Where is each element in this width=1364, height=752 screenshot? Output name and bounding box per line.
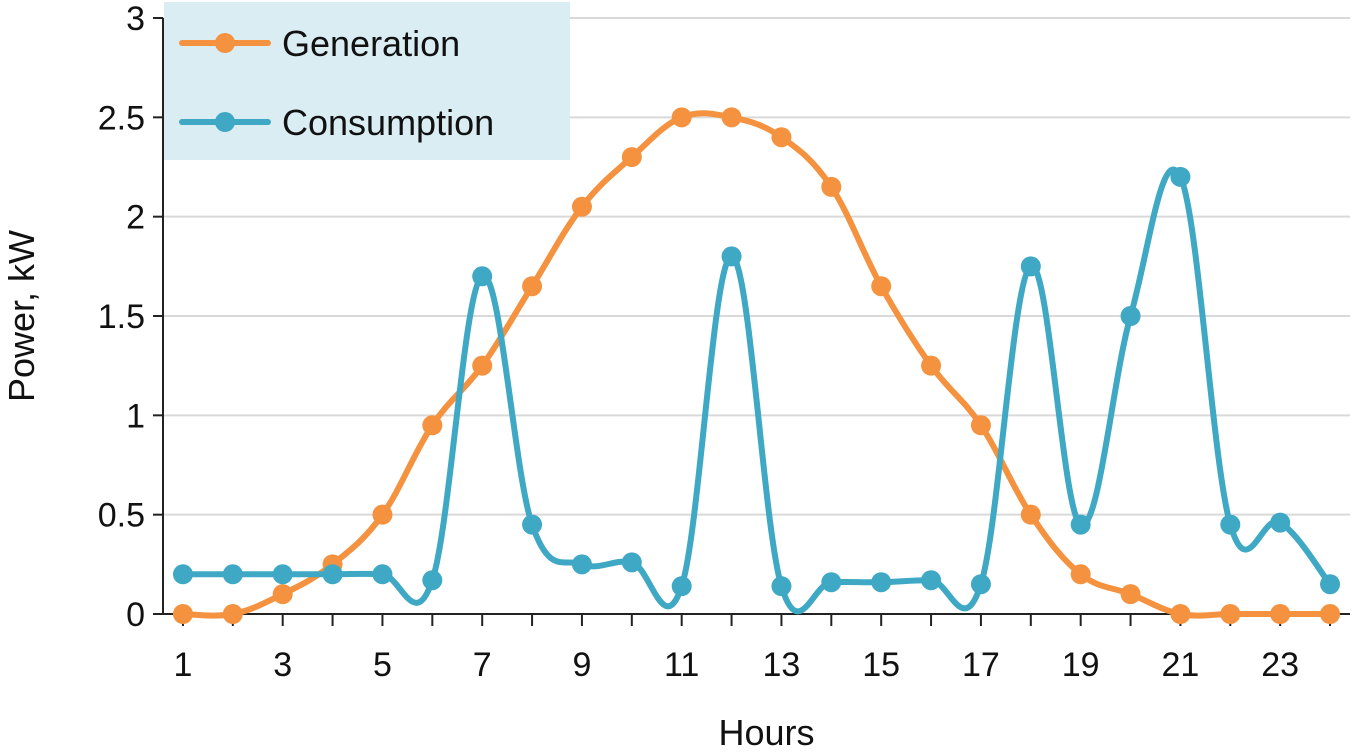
data-point-consumption xyxy=(1270,512,1291,533)
data-point-consumption xyxy=(871,572,892,593)
y-tick-label: 1 xyxy=(126,397,145,435)
data-point-generation xyxy=(1270,604,1291,624)
data-point-generation xyxy=(422,415,443,436)
data-point-generation xyxy=(1170,604,1191,624)
data-point-consumption xyxy=(821,572,842,593)
y-tick-label: 2 xyxy=(126,199,145,237)
data-point-consumption xyxy=(1320,574,1341,595)
x-tick-label: 7 xyxy=(473,646,492,684)
x-tick-label: 5 xyxy=(373,646,392,684)
legend-label-generation: Generation xyxy=(282,23,460,64)
data-point-consumption xyxy=(172,564,193,585)
axes: 00.511.522.531 3 5 7 9 11 13 15 17 19 21 23 xyxy=(98,0,1350,684)
data-point-consumption xyxy=(970,574,991,595)
data-point-generation xyxy=(1120,584,1141,605)
data-point-consumption xyxy=(671,576,692,597)
y-tick-label: 2.5 xyxy=(98,99,145,137)
y-axis-title: Power, kW xyxy=(1,230,42,402)
data-point-consumption xyxy=(1020,256,1041,277)
data-point-generation xyxy=(1320,604,1341,624)
y-tick-label: 1.5 xyxy=(98,298,145,336)
data-point-consumption xyxy=(1220,514,1241,535)
x-tick-label: 9 xyxy=(572,646,591,684)
x-tick-label: 21 xyxy=(1162,646,1200,684)
data-point-generation xyxy=(1070,564,1091,585)
data-point-generation xyxy=(172,604,193,624)
data-point-consumption xyxy=(1120,306,1141,326)
data-point-generation xyxy=(571,196,592,217)
data-point-consumption xyxy=(322,564,343,585)
legend-label-consumption: Consumption xyxy=(282,102,494,143)
data-point-generation xyxy=(372,504,393,525)
x-tick-label: 19 xyxy=(1062,646,1100,684)
x-axis-title: Hours xyxy=(718,712,814,752)
data-point-consumption xyxy=(472,266,493,287)
data-point-generation xyxy=(522,276,543,297)
data-point-generation xyxy=(272,584,293,605)
data-point-consumption xyxy=(921,570,942,591)
x-tick-label: 17 xyxy=(962,646,1000,684)
data-point-generation xyxy=(921,355,942,376)
x-tick-label: 1 xyxy=(173,646,192,684)
data-point-consumption xyxy=(771,576,792,597)
y-tick-label: 3 xyxy=(126,0,145,38)
data-point-generation xyxy=(821,176,842,197)
data-point-generation xyxy=(1020,504,1041,525)
data-point-consumption xyxy=(1170,166,1191,187)
x-tick-label: 11 xyxy=(664,646,699,684)
data-point-consumption xyxy=(272,564,293,585)
data-point-generation xyxy=(671,107,692,128)
data-point-generation xyxy=(472,355,493,376)
data-point-consumption xyxy=(422,570,443,591)
data-point-consumption xyxy=(721,246,742,267)
data-point-generation xyxy=(721,107,742,128)
legend-swatch-marker xyxy=(215,112,235,132)
data-point-generation xyxy=(222,604,243,624)
series-line-generation xyxy=(179,110,1334,619)
data-point-generation xyxy=(1220,604,1241,624)
y-tick-label: 0.5 xyxy=(98,497,145,535)
data-point-generation xyxy=(621,147,642,168)
data-point-consumption xyxy=(621,552,642,573)
x-tick-label: 15 xyxy=(862,646,900,684)
data-point-consumption xyxy=(222,564,243,585)
series xyxy=(172,107,1341,624)
x-tick-label: 23 xyxy=(1261,646,1299,684)
data-point-consumption xyxy=(571,554,592,575)
data-point-consumption xyxy=(372,564,393,585)
data-point-generation xyxy=(871,276,892,297)
legend-background xyxy=(164,2,570,160)
legend: Generation Consumption xyxy=(164,2,570,160)
y-tick-label: 0 xyxy=(126,596,145,634)
series-consumption xyxy=(172,166,1341,615)
data-point-generation xyxy=(771,127,792,148)
series-generation xyxy=(172,107,1341,624)
legend-swatch-marker xyxy=(215,33,235,53)
data-point-generation xyxy=(970,415,991,436)
x-tick-label: 13 xyxy=(763,646,801,684)
x-tick-label: 3 xyxy=(273,646,292,684)
data-point-consumption xyxy=(1070,514,1091,535)
data-point-consumption xyxy=(522,514,543,535)
